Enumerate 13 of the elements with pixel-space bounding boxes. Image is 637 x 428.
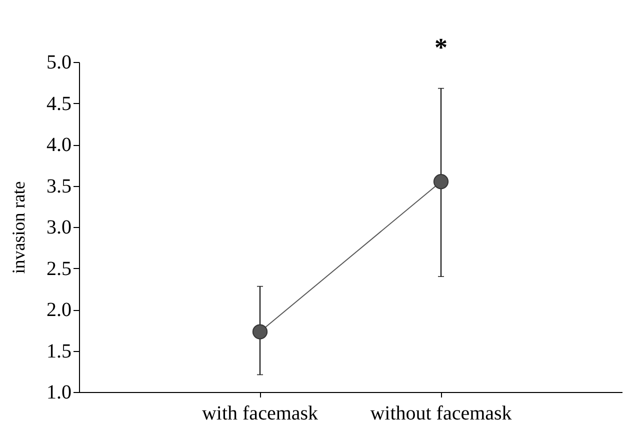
x-tick-label: without facemask: [370, 402, 512, 424]
y-tick-label: 5.0: [46, 52, 72, 74]
y-tick-label: 4.5: [46, 92, 72, 115]
y-tick-label: 4.0: [46, 134, 72, 156]
y-tick-label: 3.5: [46, 175, 72, 198]
y-tick-label: 1.0: [46, 382, 72, 404]
text: *: [434, 33, 448, 62]
y-tick-label: 2.0: [46, 299, 72, 321]
y-tick-label: 2.5: [46, 258, 72, 280]
y-tick-label: 1.5: [46, 340, 72, 362]
y-axis-title: invasion rate: [8, 181, 28, 274]
y-tick-label: 3.0: [46, 216, 72, 238]
x-tick-label: with facemask: [202, 402, 318, 424]
